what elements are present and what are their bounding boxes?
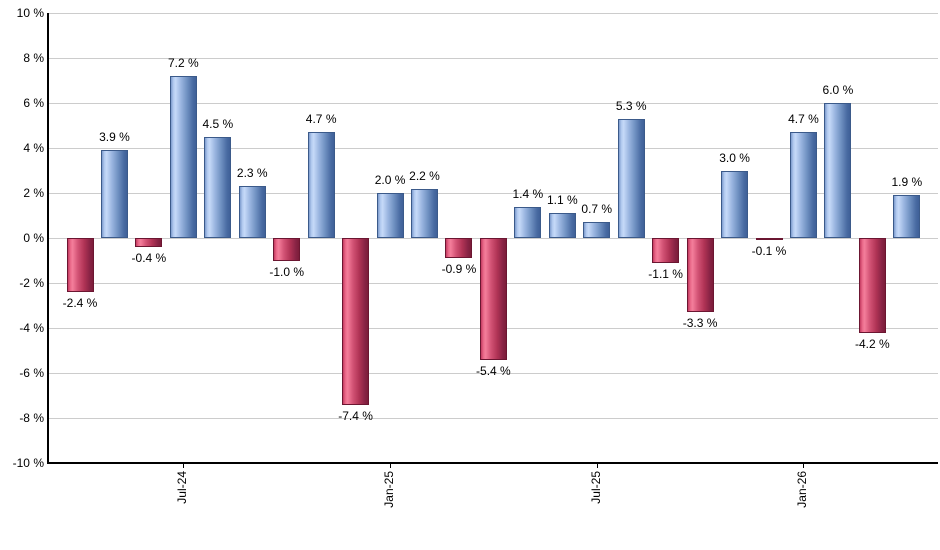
bar	[307, 132, 335, 238]
x-axis-tick-mark	[596, 463, 598, 468]
bar	[548, 213, 576, 238]
bar-value-label: -0.4 %	[131, 251, 167, 265]
y-axis-tick-label: -2 %	[19, 276, 44, 290]
bar	[479, 238, 507, 360]
gridline	[48, 103, 938, 104]
bar-value-label: 1.1 %	[546, 193, 578, 208]
bar	[445, 238, 473, 259]
bar-value-label: 2.2 %	[409, 168, 440, 183]
gridline	[48, 148, 938, 149]
bar	[652, 238, 680, 263]
bar-value-label: -3.3 %	[682, 316, 718, 331]
bar	[824, 103, 852, 238]
y-axis-tick-label: 2 %	[23, 186, 44, 200]
x-axis-line	[47, 462, 938, 464]
x-axis-tick-label: Jan-25	[382, 471, 397, 508]
bar	[204, 136, 232, 238]
bar-value-label: 6.0 %	[822, 83, 854, 97]
bar-value-label: -0.9 %	[441, 262, 477, 277]
bar	[686, 238, 714, 313]
bar	[376, 193, 404, 238]
x-axis-tick-label: Jul-25	[588, 471, 603, 504]
bar-value-label: -1.0 %	[269, 264, 305, 279]
bar	[238, 186, 266, 238]
bar-value-label: -7.4 %	[338, 408, 373, 423]
bar-value-label: -0.1 %	[751, 244, 787, 259]
y-axis-tick-label: 4 %	[23, 141, 44, 155]
bar	[100, 150, 128, 238]
bar-value-label: 4.5 %	[202, 116, 234, 131]
y-axis-tick-label: -8 %	[19, 411, 44, 425]
y-axis-tick-label: -4 %	[19, 321, 44, 335]
bar-value-label: 7.2 %	[168, 56, 199, 70]
bar	[789, 132, 817, 238]
bar-value-label: 1.4 %	[512, 186, 544, 201]
bar	[893, 195, 921, 238]
x-axis-tick-label: Jul-24	[175, 471, 190, 504]
bar-value-label: 3.0 %	[719, 150, 750, 165]
y-axis-tick-label: -10 %	[12, 456, 44, 470]
y-axis-tick-label: 6 %	[23, 96, 44, 110]
bar-value-label: -2.4 %	[62, 296, 98, 310]
gridline	[48, 13, 938, 14]
bar-value-label: 0.7 %	[581, 202, 613, 217]
bar-value-label: 5.3 %	[615, 98, 647, 113]
bar	[135, 238, 163, 247]
gridline	[48, 418, 938, 419]
bar	[617, 118, 645, 238]
bar-value-label: 1.9 %	[891, 175, 923, 190]
x-axis-tick-label: Jan-26	[795, 471, 810, 508]
bar-value-label: 2.0 %	[374, 173, 406, 187]
bar	[342, 238, 370, 405]
bar	[514, 206, 542, 238]
bar-value-label: 3.9 %	[99, 130, 130, 145]
y-axis-tick-label: -6 %	[19, 366, 44, 380]
x-axis-tick-mark	[183, 463, 185, 468]
bar	[858, 238, 886, 333]
bar-value-label: -5.4 %	[476, 363, 511, 378]
bar-value-label: 2.3 %	[236, 166, 268, 181]
bar	[411, 188, 438, 238]
gridline	[48, 373, 938, 374]
y-axis-tick-label: 8 %	[23, 51, 44, 65]
bar	[169, 76, 197, 238]
bar-value-label: 4.7 %	[788, 112, 819, 127]
bar	[583, 222, 611, 238]
x-axis-tick-mark	[803, 463, 805, 468]
x-axis-tick-mark	[390, 463, 392, 468]
bar	[273, 238, 301, 261]
y-axis-tick-label: 0 %	[23, 231, 44, 245]
gridline	[48, 58, 938, 59]
y-axis-tick-label: 10 %	[16, 6, 44, 20]
gridline	[48, 193, 938, 194]
bar	[721, 170, 749, 238]
bar-value-label: -1.1 %	[648, 266, 683, 281]
bar-value-label: 4.7 %	[305, 112, 337, 127]
bar	[66, 238, 94, 292]
bar	[755, 238, 783, 241]
bar-value-label: -4.2 %	[855, 336, 890, 351]
y-axis-line	[47, 13, 49, 463]
